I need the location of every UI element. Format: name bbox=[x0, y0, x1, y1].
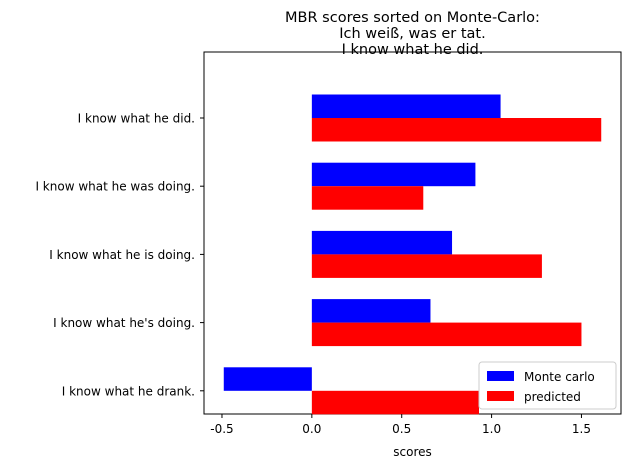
bar-predicted bbox=[311, 254, 542, 278]
bar-predicted bbox=[311, 186, 424, 210]
legend-swatch bbox=[487, 371, 514, 381]
bar-monte-carlo bbox=[311, 230, 453, 255]
y-axis: I know what he did. I know what he was do… bbox=[35, 112, 204, 398]
x-tick-label: 0.0 bbox=[302, 422, 321, 436]
x-tick-label: -0.5 bbox=[210, 422, 233, 436]
legend-swatch bbox=[487, 391, 514, 401]
legend: Monte carlo predicted bbox=[478, 361, 617, 410]
bar-monte-carlo bbox=[223, 367, 312, 391]
bar-predicted bbox=[311, 322, 582, 347]
x-axis-label: scores bbox=[393, 445, 432, 459]
y-tick-label: I know what he was doing. bbox=[35, 180, 195, 194]
x-tick-label: 1.0 bbox=[482, 422, 501, 436]
x-tick-label: 1.5 bbox=[572, 422, 591, 436]
chart-title: MBR scores sorted on Monte-Carlo:Ich wei… bbox=[285, 10, 540, 58]
legend-label: Monte carlo bbox=[524, 370, 595, 384]
legend-label: predicted bbox=[524, 390, 581, 404]
bar-predicted bbox=[311, 118, 602, 142]
bar-monte-carlo bbox=[311, 94, 501, 118]
bar-monte-carlo bbox=[311, 299, 431, 323]
chart-title-line: I know what he did. bbox=[342, 42, 484, 58]
bar-predicted bbox=[311, 390, 480, 415]
x-tick-label: 0.5 bbox=[392, 422, 411, 436]
y-tick-label: I know what he did. bbox=[78, 112, 195, 126]
y-tick-label: I know what he is doing. bbox=[49, 248, 195, 262]
y-tick-label: I know what he drank. bbox=[62, 384, 195, 398]
bar-monte-carlo bbox=[311, 162, 476, 187]
bars-group bbox=[223, 94, 602, 415]
chart-title-line: MBR scores sorted on Monte-Carlo: bbox=[285, 10, 540, 26]
x-axis: -0.5 0.0 0.5 1.0 1.5 bbox=[210, 414, 591, 436]
y-tick-label: I know what he's doing. bbox=[53, 316, 195, 330]
chart-title-line: Ich weiß, was er tat. bbox=[339, 26, 485, 42]
